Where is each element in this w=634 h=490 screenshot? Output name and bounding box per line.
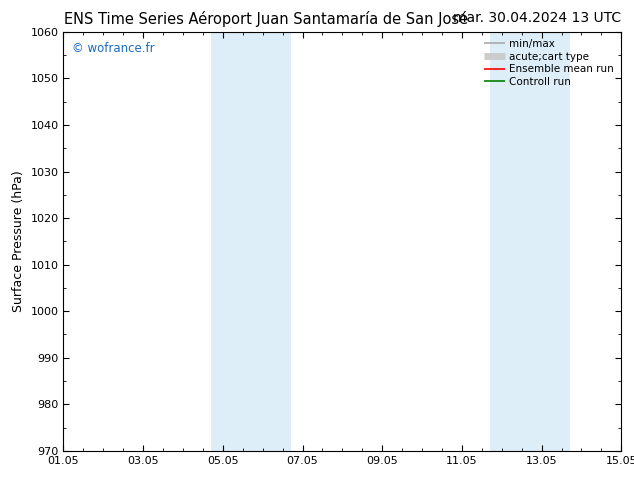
Bar bbox=[490, 32, 569, 451]
Bar bbox=[211, 32, 290, 451]
Text: ENS Time Series Aéroport Juan Santamaría de San José: ENS Time Series Aéroport Juan Santamaría… bbox=[64, 11, 469, 27]
Legend: min/max, acute;cart type, Ensemble mean run, Controll run: min/max, acute;cart type, Ensemble mean … bbox=[482, 37, 616, 89]
Text: © wofrance.fr: © wofrance.fr bbox=[72, 42, 155, 55]
Text: mar. 30.04.2024 13 UTC: mar. 30.04.2024 13 UTC bbox=[453, 11, 621, 25]
Y-axis label: Surface Pressure (hPa): Surface Pressure (hPa) bbox=[12, 171, 25, 312]
